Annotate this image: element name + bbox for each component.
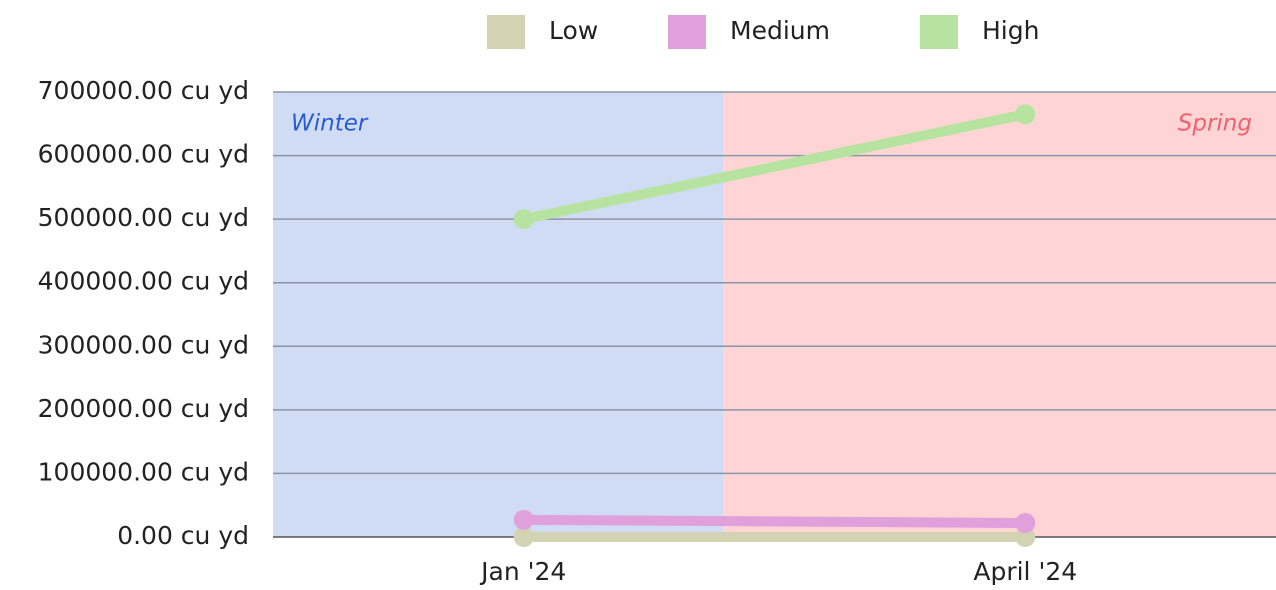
legend-label: Medium (730, 16, 830, 45)
legend-swatch (487, 15, 525, 49)
series-line (524, 520, 1026, 523)
legend-label: High (982, 16, 1039, 45)
y-tick-label: 700000.00 cu yd (38, 76, 249, 105)
y-tick-label: 300000.00 cu yd (38, 330, 249, 359)
data-point (514, 209, 534, 229)
legend-swatch (668, 15, 706, 49)
data-point (1015, 513, 1035, 533)
data-point (514, 510, 534, 530)
y-tick-label: 0.00 cu yd (117, 521, 249, 550)
legend-swatch (920, 15, 958, 49)
data-point (1015, 104, 1035, 124)
y-tick-label: 500000.00 cu yd (38, 203, 249, 232)
x-tick-label: Jan '24 (479, 557, 566, 586)
chart: Winter Spring 0.00 cu yd 100000.00 cu yd 200… (0, 0, 1276, 590)
y-tick-label: 100000.00 cu yd (38, 457, 249, 486)
x-tick-label: April '24 (973, 557, 1077, 586)
band-label: Spring (1178, 111, 1252, 137)
legend-label: Low (549, 16, 598, 45)
y-tick-label: 200000.00 cu yd (38, 394, 249, 423)
data-point (514, 527, 534, 547)
band-label: Winter (291, 111, 369, 137)
y-tick-label: 400000.00 cu yd (38, 267, 249, 296)
y-tick-label: 600000.00 cu yd (38, 140, 249, 169)
season-band (273, 92, 723, 537)
